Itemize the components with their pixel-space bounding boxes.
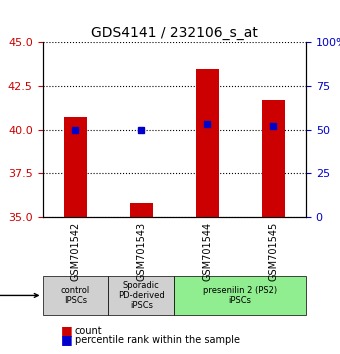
- Text: GSM701543: GSM701543: [136, 222, 146, 281]
- Bar: [64, 118, 87, 217]
- FancyBboxPatch shape: [174, 276, 306, 315]
- Title: GDS4141 / 232106_s_at: GDS4141 / 232106_s_at: [91, 26, 258, 40]
- FancyBboxPatch shape: [42, 276, 108, 315]
- Text: presenilin 2 (PS2)
iPSCs: presenilin 2 (PS2) iPSCs: [203, 286, 277, 305]
- Bar: [130, 203, 153, 217]
- Text: count: count: [75, 326, 102, 336]
- Text: Sporadic
PD-derived
iPSCs: Sporadic PD-derived iPSCs: [118, 280, 165, 310]
- Text: control
IPSCs: control IPSCs: [61, 286, 90, 305]
- Text: GSM701544: GSM701544: [202, 222, 212, 281]
- Text: ■: ■: [61, 325, 73, 337]
- Text: cell line: cell line: [0, 290, 38, 301]
- Bar: [261, 100, 285, 217]
- Text: ■: ■: [61, 333, 73, 346]
- Text: GSM701542: GSM701542: [70, 222, 81, 281]
- Text: GSM701545: GSM701545: [268, 222, 278, 281]
- FancyBboxPatch shape: [108, 276, 174, 315]
- Bar: [195, 69, 219, 217]
- Text: percentile rank within the sample: percentile rank within the sample: [75, 335, 240, 345]
